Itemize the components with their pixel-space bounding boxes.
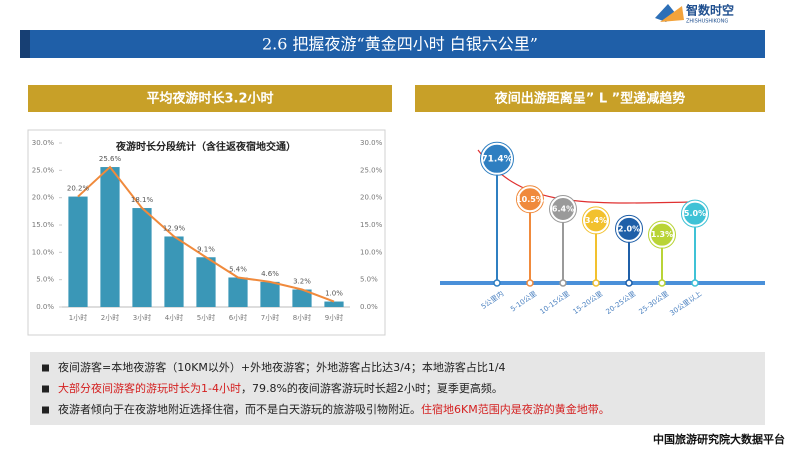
pin-head xyxy=(583,207,609,234)
data-label: 1.3% xyxy=(651,230,673,239)
y-tick-label: 15.0% xyxy=(32,221,55,229)
pin-head xyxy=(682,200,708,227)
data-label: 1.0% xyxy=(325,290,343,298)
pin-foot xyxy=(493,279,501,287)
bar xyxy=(260,281,280,307)
data-label: 5.0% xyxy=(684,209,706,218)
y2-tick-label: 0.0% xyxy=(360,303,378,311)
x-tick-label: 3小时 xyxy=(133,313,151,322)
pin-ring xyxy=(648,220,676,249)
notes: 夜间游客=本地夜游客（10KM以外）+外地夜游客；外地游客占比达3/4；本地游客… xyxy=(42,360,610,416)
pin-head xyxy=(517,186,543,213)
x-tick-label: 9小时 xyxy=(325,313,343,322)
x-tick-label: 8小时 xyxy=(293,313,311,322)
pin-head xyxy=(649,221,675,248)
data-label: 5.4% xyxy=(229,265,247,273)
data-label: 3.4% xyxy=(585,216,607,225)
x-tick-label: 5小时 xyxy=(197,313,215,322)
bar xyxy=(100,167,120,307)
y-tick-label: 5.0% xyxy=(36,276,54,284)
header-bar xyxy=(20,30,765,58)
pin-head xyxy=(616,215,642,242)
line xyxy=(77,165,335,303)
note-segment: 住宿地6KM范围内是夜游的黄金地带。 xyxy=(421,402,610,416)
x-tick-label: 7小时 xyxy=(261,313,279,322)
note-segment: 夜间游客=本地夜游客（10KM以外）+外地夜游客；外地游客占比达3/4；本地游客… xyxy=(58,360,506,374)
note: 夜游者倾向于在夜游地附近选择住宿，而不是白天游玩的旅游吸引物附近。住宿地6KM范… xyxy=(58,402,610,416)
bar xyxy=(132,208,152,307)
y2-tick-label: 20.0% xyxy=(360,194,383,202)
pin-foot xyxy=(526,279,534,287)
bar xyxy=(324,301,344,307)
data-label: 18.1% xyxy=(131,196,154,204)
note-segment: ，79.8%的夜间游客游玩时长超2小时；夏季更高频。 xyxy=(241,381,503,395)
bullet xyxy=(42,406,49,414)
pin-ring xyxy=(681,199,709,228)
bullet xyxy=(42,385,49,393)
pin-foot xyxy=(625,279,633,287)
y-tick-label: 30.0% xyxy=(32,139,55,147)
y2-tick-label: 25.0% xyxy=(360,166,383,174)
note: 夜间游客=本地夜游客（10KM以外）+外地夜游客；外地游客占比达3/4；本地游客… xyxy=(58,360,506,374)
data-label: 2.0% xyxy=(618,224,640,233)
y2-tick-label: 15.0% xyxy=(360,221,383,229)
banner xyxy=(28,85,392,112)
data-label: 6.4% xyxy=(552,204,574,213)
x-tick-label: 2小时 xyxy=(101,313,119,322)
banner xyxy=(415,85,765,112)
y-tick-label: 25.0% xyxy=(32,166,55,174)
pin-ring xyxy=(615,214,643,243)
pin-ring xyxy=(549,194,577,223)
bar xyxy=(292,289,312,307)
y2-tick-label: 5.0% xyxy=(360,276,378,284)
data-label: 12.9% xyxy=(163,224,186,232)
data-label: 20.2% xyxy=(67,185,90,193)
x-tick-label: 1小时 xyxy=(69,313,87,322)
pin-ring xyxy=(582,206,610,235)
y2-tick-label: 10.0% xyxy=(360,248,383,256)
banner-title: 平均夜游时长3.2小时 xyxy=(146,91,273,107)
pin-ring xyxy=(480,141,514,176)
pin-foot xyxy=(691,279,699,287)
header-accent xyxy=(20,30,30,58)
pin-foot xyxy=(658,279,666,287)
note-segment: 大部分夜间游客的游玩时长为1-4小时 xyxy=(58,381,241,395)
bar xyxy=(196,257,216,307)
y-tick-label: 20.0% xyxy=(32,194,55,202)
note-segment: 夜游者倾向于在夜游地附近选择住宿，而不是白天游玩的旅游吸引物附近。 xyxy=(58,402,421,416)
bar xyxy=(164,236,184,307)
note: 大部分夜间游客的游玩时长为1-4小时，79.8%的夜间游客游玩时长超2小时；夏季… xyxy=(58,381,503,395)
logo-icon xyxy=(660,6,684,22)
pin-foot xyxy=(559,279,567,287)
data-label: 9.1% xyxy=(197,245,215,253)
data-label: 71.4% xyxy=(481,154,512,164)
pin-head xyxy=(550,195,576,222)
y-tick-label: 10.0% xyxy=(32,248,55,256)
pin-foot xyxy=(592,279,600,287)
bar xyxy=(228,277,248,307)
footer: 中国旅游研究院大数据平台 xyxy=(653,432,785,446)
banner-title: 夜间出游距离呈” L ”型递减趋势 xyxy=(494,91,685,107)
data-label: 25.6% xyxy=(99,155,122,163)
data-label: 4.6% xyxy=(261,270,279,278)
y-tick-label: 0.0% xyxy=(36,303,54,311)
data-label: 10.5% xyxy=(516,195,544,204)
bullet xyxy=(42,364,49,372)
data-label: 3.2% xyxy=(293,278,311,286)
header-title: 2.6 把握夜游“黄金四小时 白银六公里” xyxy=(262,35,538,54)
bar xyxy=(68,196,88,307)
pin-ring xyxy=(516,185,544,214)
x-tick-label: 6小时 xyxy=(229,313,247,322)
y2-tick-label: 30.0% xyxy=(360,139,383,147)
chart-title: 夜游时长分段统计（含往返夜宿地交通） xyxy=(115,140,296,153)
notes-box xyxy=(30,352,765,425)
x-tick-label: 4小时 xyxy=(165,313,183,322)
logo-subtitle: ZHISHUSHIKONG xyxy=(686,19,728,25)
pin-head xyxy=(481,142,513,175)
logo-name: 智数时空 xyxy=(685,3,734,18)
